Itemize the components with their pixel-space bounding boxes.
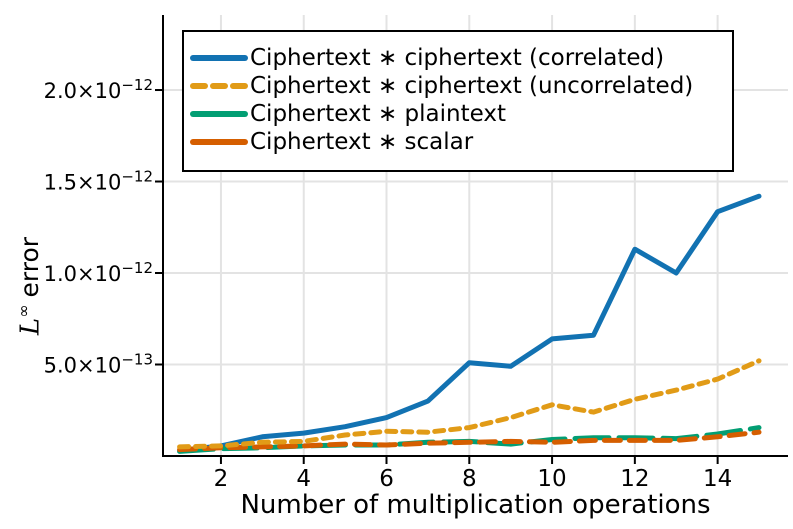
legend-swatch-ciphertext-plaintext xyxy=(190,111,248,117)
legend-row-ciphertext-ciphertext-uncorrelated: Ciphertext ∗ ciphertext (uncorrelated) xyxy=(190,72,732,100)
legend-row-ciphertext-ciphertext-correlated: Ciphertext ∗ ciphertext (correlated) xyxy=(190,44,732,72)
x-tick-label: 12 xyxy=(620,466,649,492)
legend-swatch-ciphertext-ciphertext-uncorrelated xyxy=(190,83,248,89)
y-tick-label: 5.0×10−13 xyxy=(44,351,153,378)
y-tick-label: 1.5×10−12 xyxy=(44,168,153,195)
legend-swatch-ciphertext-scalar xyxy=(190,139,248,145)
x-tick-label: 4 xyxy=(296,466,311,492)
series-line-ciphertext-ciphertext-correlated xyxy=(177,193,762,453)
legend-label-ciphertext-scalar: Ciphertext ∗ scalar xyxy=(250,129,474,155)
y-axis-label: L∞ error xyxy=(14,191,50,381)
x-axis-label: Number of multiplication operations xyxy=(240,490,711,520)
legend-label-ciphertext-ciphertext-uncorrelated: Ciphertext ∗ ciphertext (uncorrelated) xyxy=(250,73,694,99)
x-tick-label: 8 xyxy=(462,466,477,492)
x-tick-label: 2 xyxy=(214,466,229,492)
legend-row-ciphertext-scalar: Ciphertext ∗ scalar xyxy=(190,128,732,156)
legend-row-ciphertext-plaintext: Ciphertext ∗ plaintext xyxy=(190,100,732,128)
y-axis-label-text: error xyxy=(15,236,45,298)
legend-label-ciphertext-ciphertext-correlated: Ciphertext ∗ ciphertext (correlated) xyxy=(250,45,665,71)
x-tick-label: 6 xyxy=(379,466,394,492)
y-axis-label-sup: ∞ xyxy=(14,304,33,318)
y-tick-label: 1.0×10−12 xyxy=(44,259,153,286)
x-tick-label: 14 xyxy=(703,466,732,492)
legend-label-ciphertext-plaintext: Ciphertext ∗ plaintext xyxy=(250,101,506,127)
y-axis-label-math: L xyxy=(15,317,46,336)
series-line-ciphertext-ciphertext-uncorrelated xyxy=(177,358,762,450)
legend-box: Ciphertext ∗ ciphertext (correlated) Ciph… xyxy=(182,30,734,172)
x-tick-label: 10 xyxy=(537,466,566,492)
legend-swatch-ciphertext-ciphertext-correlated xyxy=(190,55,248,61)
y-tick-label: 2.0×10−12 xyxy=(44,76,153,103)
series-line-ciphertext-scalar xyxy=(177,429,762,453)
